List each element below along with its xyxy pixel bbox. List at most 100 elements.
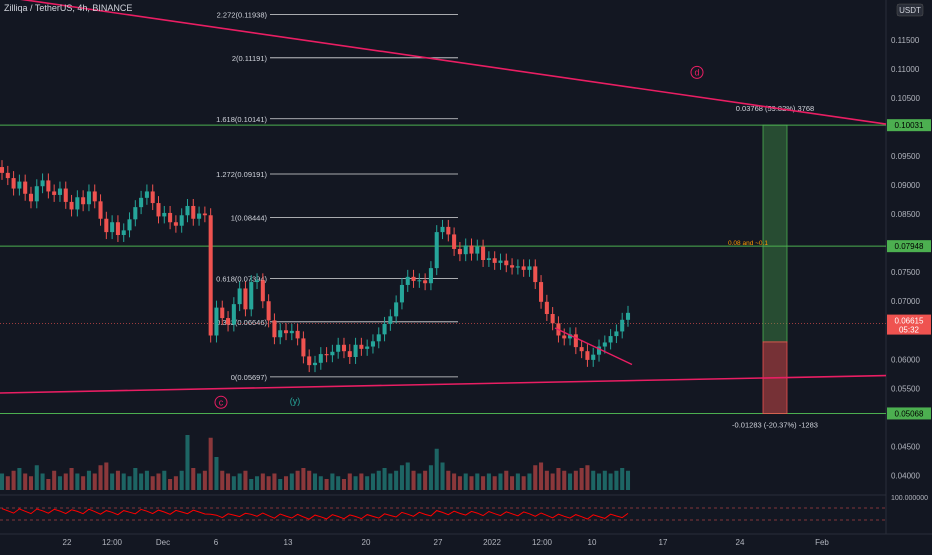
y-tick-label: 0.10500 (891, 94, 920, 103)
candle-body (353, 344, 358, 357)
volume-bar (562, 470, 567, 490)
volume-bar (405, 462, 410, 490)
candle-body (515, 266, 520, 268)
volume-bar (115, 470, 120, 490)
volume-bar (28, 476, 34, 490)
candle-body (486, 258, 491, 260)
volume-bar (515, 473, 520, 490)
volume-bar (86, 470, 91, 490)
volume-bar (428, 465, 433, 490)
volume-bar (168, 479, 173, 490)
volume-bar (191, 468, 196, 490)
candle-body (579, 347, 584, 352)
x-tick-label: 2022 (483, 538, 501, 547)
candle-body (440, 226, 445, 233)
candle-body (498, 260, 503, 263)
volume-bar (527, 473, 532, 490)
candle-body (255, 280, 260, 283)
volume-bar (272, 473, 277, 490)
candle-body (0, 167, 5, 173)
volume-bar (475, 473, 480, 490)
volume-bar (0, 473, 5, 490)
volume-bar (463, 473, 468, 490)
candle-body (202, 213, 207, 216)
fib-label: 2(0.11191) (232, 54, 268, 63)
y-tick-label: 0.11500 (891, 36, 920, 45)
candle-body (127, 219, 132, 231)
volume-bar (63, 473, 68, 490)
candle-body (139, 197, 144, 208)
candle-body (150, 191, 155, 204)
candle-body (504, 260, 509, 266)
candle-body (388, 316, 393, 324)
volume-bar (104, 462, 109, 490)
y-tick-label: 0.05500 (891, 384, 920, 393)
volume-bar (289, 473, 294, 490)
candle-body (452, 234, 457, 249)
volume-bar (417, 473, 422, 490)
wave-label: c (219, 397, 224, 407)
candle-body (370, 341, 375, 347)
volume-bar (504, 470, 509, 490)
volume-bar (579, 468, 584, 490)
volume-bar (75, 473, 80, 490)
candle-body (34, 186, 39, 202)
volume-bar (625, 470, 631, 490)
candle-body (185, 205, 190, 216)
candle-body (272, 320, 277, 338)
symbol-title: Zilliqa / TetherUS, 4h, BINANCE (4, 3, 133, 13)
volume-bar (185, 435, 190, 490)
candle-body (168, 212, 173, 223)
volume-bar (156, 473, 161, 490)
volume-bar (283, 476, 289, 490)
candle-body (434, 232, 439, 269)
candle-body (394, 302, 399, 317)
volume-bar (197, 473, 202, 490)
volume-bar (208, 437, 213, 490)
volume-bar (544, 470, 549, 490)
candle-body (602, 342, 607, 347)
x-tick-label: 10 (588, 538, 597, 547)
volume-bar (214, 457, 219, 490)
position-stop-label: -0.01283 (-20.37%) -1283 (732, 420, 818, 429)
candle-body (527, 266, 532, 270)
y-tick-label: 0.06000 (891, 355, 920, 364)
x-tick-label: Feb (815, 538, 829, 547)
lower-trend-line (0, 374, 887, 394)
candle-body (260, 280, 265, 302)
volume-bar (446, 470, 451, 490)
volume-bar (486, 473, 491, 490)
candle-body (585, 351, 590, 360)
candle-body (11, 178, 16, 189)
volume-bar (98, 465, 103, 490)
position-profit-zone (762, 124, 788, 343)
candle-body (446, 226, 451, 235)
volume-bar (411, 470, 416, 490)
volume-bar (312, 473, 318, 490)
volume-bar (139, 473, 144, 490)
y-tick-label: 0.09000 (891, 181, 920, 190)
candle-body (510, 265, 515, 268)
candle-body (573, 334, 578, 348)
volume-bar (510, 476, 515, 490)
candle-body (625, 312, 631, 320)
wave-label: (y) (290, 396, 301, 406)
volume-bar (423, 470, 428, 490)
volume-bar (608, 473, 613, 490)
currency-badge (896, 3, 924, 17)
volume-bar (179, 470, 184, 490)
volume-bar (57, 476, 62, 490)
candle-body (521, 266, 526, 270)
candle-body (568, 334, 573, 339)
candle-body (23, 181, 28, 194)
volume-bar (382, 468, 387, 490)
candle-body (75, 197, 80, 210)
volume-bar (498, 473, 503, 490)
candle-body (399, 284, 404, 303)
candle-body (226, 318, 231, 325)
candle-body (249, 282, 254, 310)
candle-body (98, 201, 103, 219)
candle-body (324, 354, 329, 356)
